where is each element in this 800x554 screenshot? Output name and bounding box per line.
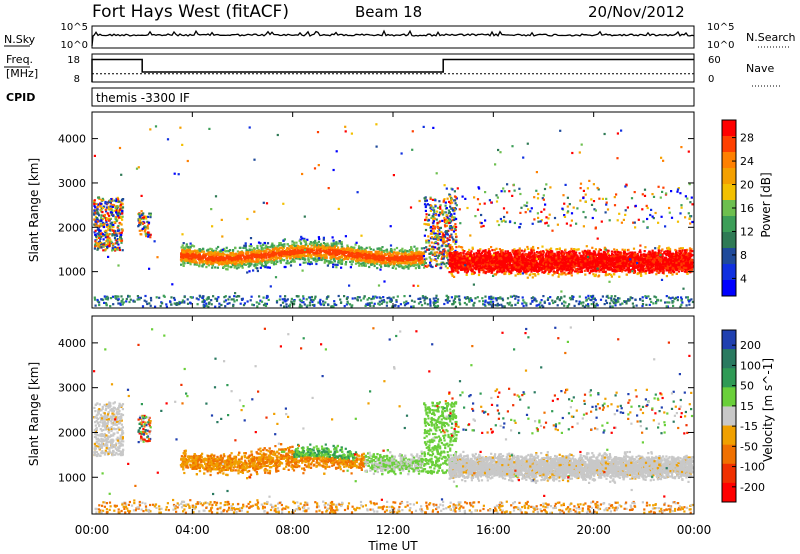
colorbar-tick-label: 20 <box>740 179 754 192</box>
power-panel-frame <box>91 111 695 309</box>
y-tick-label: 3000 <box>58 382 86 395</box>
colorbar-segment <box>722 184 736 201</box>
colorbar-tick-label: 4 <box>740 272 747 285</box>
sky-tick-bottom: 10^0 <box>61 40 88 51</box>
colorbar-tick-label: 16 <box>740 202 754 215</box>
sky-panel-frame <box>91 25 695 49</box>
colorbar-tick-label: 8 <box>740 249 747 262</box>
velocity-colorbar-label: Velocity [m s^-1] <box>761 358 775 462</box>
y-tick-label: 2000 <box>58 426 86 439</box>
colorbar-segment <box>722 349 736 369</box>
nave-tick-top: 60 <box>708 55 721 66</box>
power-panel: 1000 2000 3000 4000 Slant Range [km] 28 24 20… <box>27 111 773 309</box>
x-tick-label: 00:00 <box>75 523 110 537</box>
cpid-panel: CPID themis -3300 IF <box>6 87 695 107</box>
sky-label: N.Sky <box>4 33 36 46</box>
date-title: 20/Nov/2012 <box>588 3 685 21</box>
colorbar-segment <box>722 463 736 484</box>
search-label: N.Search <box>746 31 796 44</box>
freq-series <box>91 58 694 82</box>
colorbar-segment <box>722 248 736 265</box>
cpid-panel-frame <box>91 87 695 107</box>
colorbar-segment <box>722 387 736 407</box>
velocity-colorbar: 200 100 50 15 -15 -50 -100 -200 <box>721 329 765 503</box>
colorbar-segment <box>722 232 736 249</box>
colorbar-tick-label: 12 <box>740 225 754 238</box>
x-tick-label: 08:00 <box>275 523 310 537</box>
search-tick-bottom: 10^0 <box>707 40 734 51</box>
colorbar-segment <box>722 444 736 465</box>
colorbar-frame <box>721 329 737 503</box>
colorbar-tick-label: 50 <box>740 380 754 393</box>
colorbar-segment <box>722 152 736 169</box>
cpid-label: CPID <box>6 91 35 104</box>
power-colorbar: 28 24 20 16 12 8 4 <box>721 119 754 297</box>
colorbar-tick-label: -200 <box>740 481 765 494</box>
velocity-data <box>93 326 694 514</box>
y-tick-label: 4000 <box>58 133 86 146</box>
power-ylabel: Slant Range [km] <box>27 158 41 262</box>
colorbar-segment <box>722 200 736 217</box>
y-tick-label: 1000 <box>58 266 86 279</box>
colorbar-tick-label: 24 <box>740 155 754 168</box>
power-data <box>93 123 694 308</box>
y-tick-label: 1000 <box>58 471 86 484</box>
x-axis-ticks: 00:00 04:00 08:00 12:00 16:00 20:00 00:00 <box>75 112 712 537</box>
colorbar-tick-label: -50 <box>740 440 758 453</box>
freq-panel-frame <box>91 53 695 83</box>
power-colorbar-label: Power [dB] <box>759 172 773 237</box>
cpid-text: themis -3300 IF <box>96 91 190 105</box>
colorbar-segment <box>722 136 736 153</box>
freq-label: Freq. <box>6 53 33 66</box>
search-tick-top: 10^5 <box>707 22 734 33</box>
colorbar-tick-label: 100 <box>740 359 761 372</box>
colorbar-segment <box>722 216 736 233</box>
y-tick-label: 3000 <box>58 177 86 190</box>
colorbar-segment <box>722 330 736 350</box>
velocity-ylabel: Slant Range [km] <box>27 362 41 466</box>
colorbar-segment <box>722 120 736 137</box>
colorbar-segment <box>722 368 736 388</box>
sky-tick-top: 10^5 <box>61 22 88 33</box>
freq-nave-panel: Freq. [MHz] 18 8 60 0 Nave <box>4 53 780 87</box>
nave-tick-bottom: 0 <box>708 74 714 85</box>
colorbar-segment <box>722 406 736 427</box>
x-tick-label: 04:00 <box>175 523 210 537</box>
sky-search-series <box>91 29 695 47</box>
x-tick-label: 20:00 <box>576 523 611 537</box>
velocity-panel: 1000 2000 3000 4000 Slant Range [km] 200 100… <box>27 112 775 553</box>
x-axis-label: Time UT <box>367 539 418 553</box>
freq-tick-top: 18 <box>67 55 80 66</box>
colorbar-tick-label: -15 <box>740 420 758 433</box>
velocity-panel-frame <box>91 315 695 515</box>
x-tick-label: 00:00 <box>677 523 712 537</box>
colorbar-segment <box>722 482 736 503</box>
freq-unit-label: [MHz] <box>6 67 38 80</box>
beam-title: Beam 18 <box>355 3 422 21</box>
colorbar-tick-label: 28 <box>740 132 754 145</box>
colorbar-segment <box>722 280 736 297</box>
colorbar-segment <box>722 264 736 281</box>
colorbar-tick-label: 200 <box>740 339 761 352</box>
y-tick-label: 4000 <box>58 337 86 350</box>
x-tick-label: 12:00 <box>376 523 411 537</box>
colorbar-segment <box>722 168 736 185</box>
station-title: Fort Hays West (fitACF) <box>92 2 289 22</box>
x-tick-label: 16:00 <box>476 523 511 537</box>
y-tick-label: 2000 <box>58 221 86 234</box>
nave-label: Nave <box>746 62 774 75</box>
colorbar-segment <box>722 425 736 446</box>
power-y-ticks: 1000 2000 3000 4000 <box>58 133 694 279</box>
colorbar-tick-label: -100 <box>740 461 765 474</box>
freq-tick-bottom: 8 <box>74 74 80 85</box>
sky-search-panel: N.Sky 10^5 10^0 10^5 10^0 N.Search <box>4 22 796 51</box>
colorbar-tick-label: 15 <box>740 400 754 413</box>
velocity-y-ticks: 1000 2000 3000 4000 <box>58 337 694 484</box>
